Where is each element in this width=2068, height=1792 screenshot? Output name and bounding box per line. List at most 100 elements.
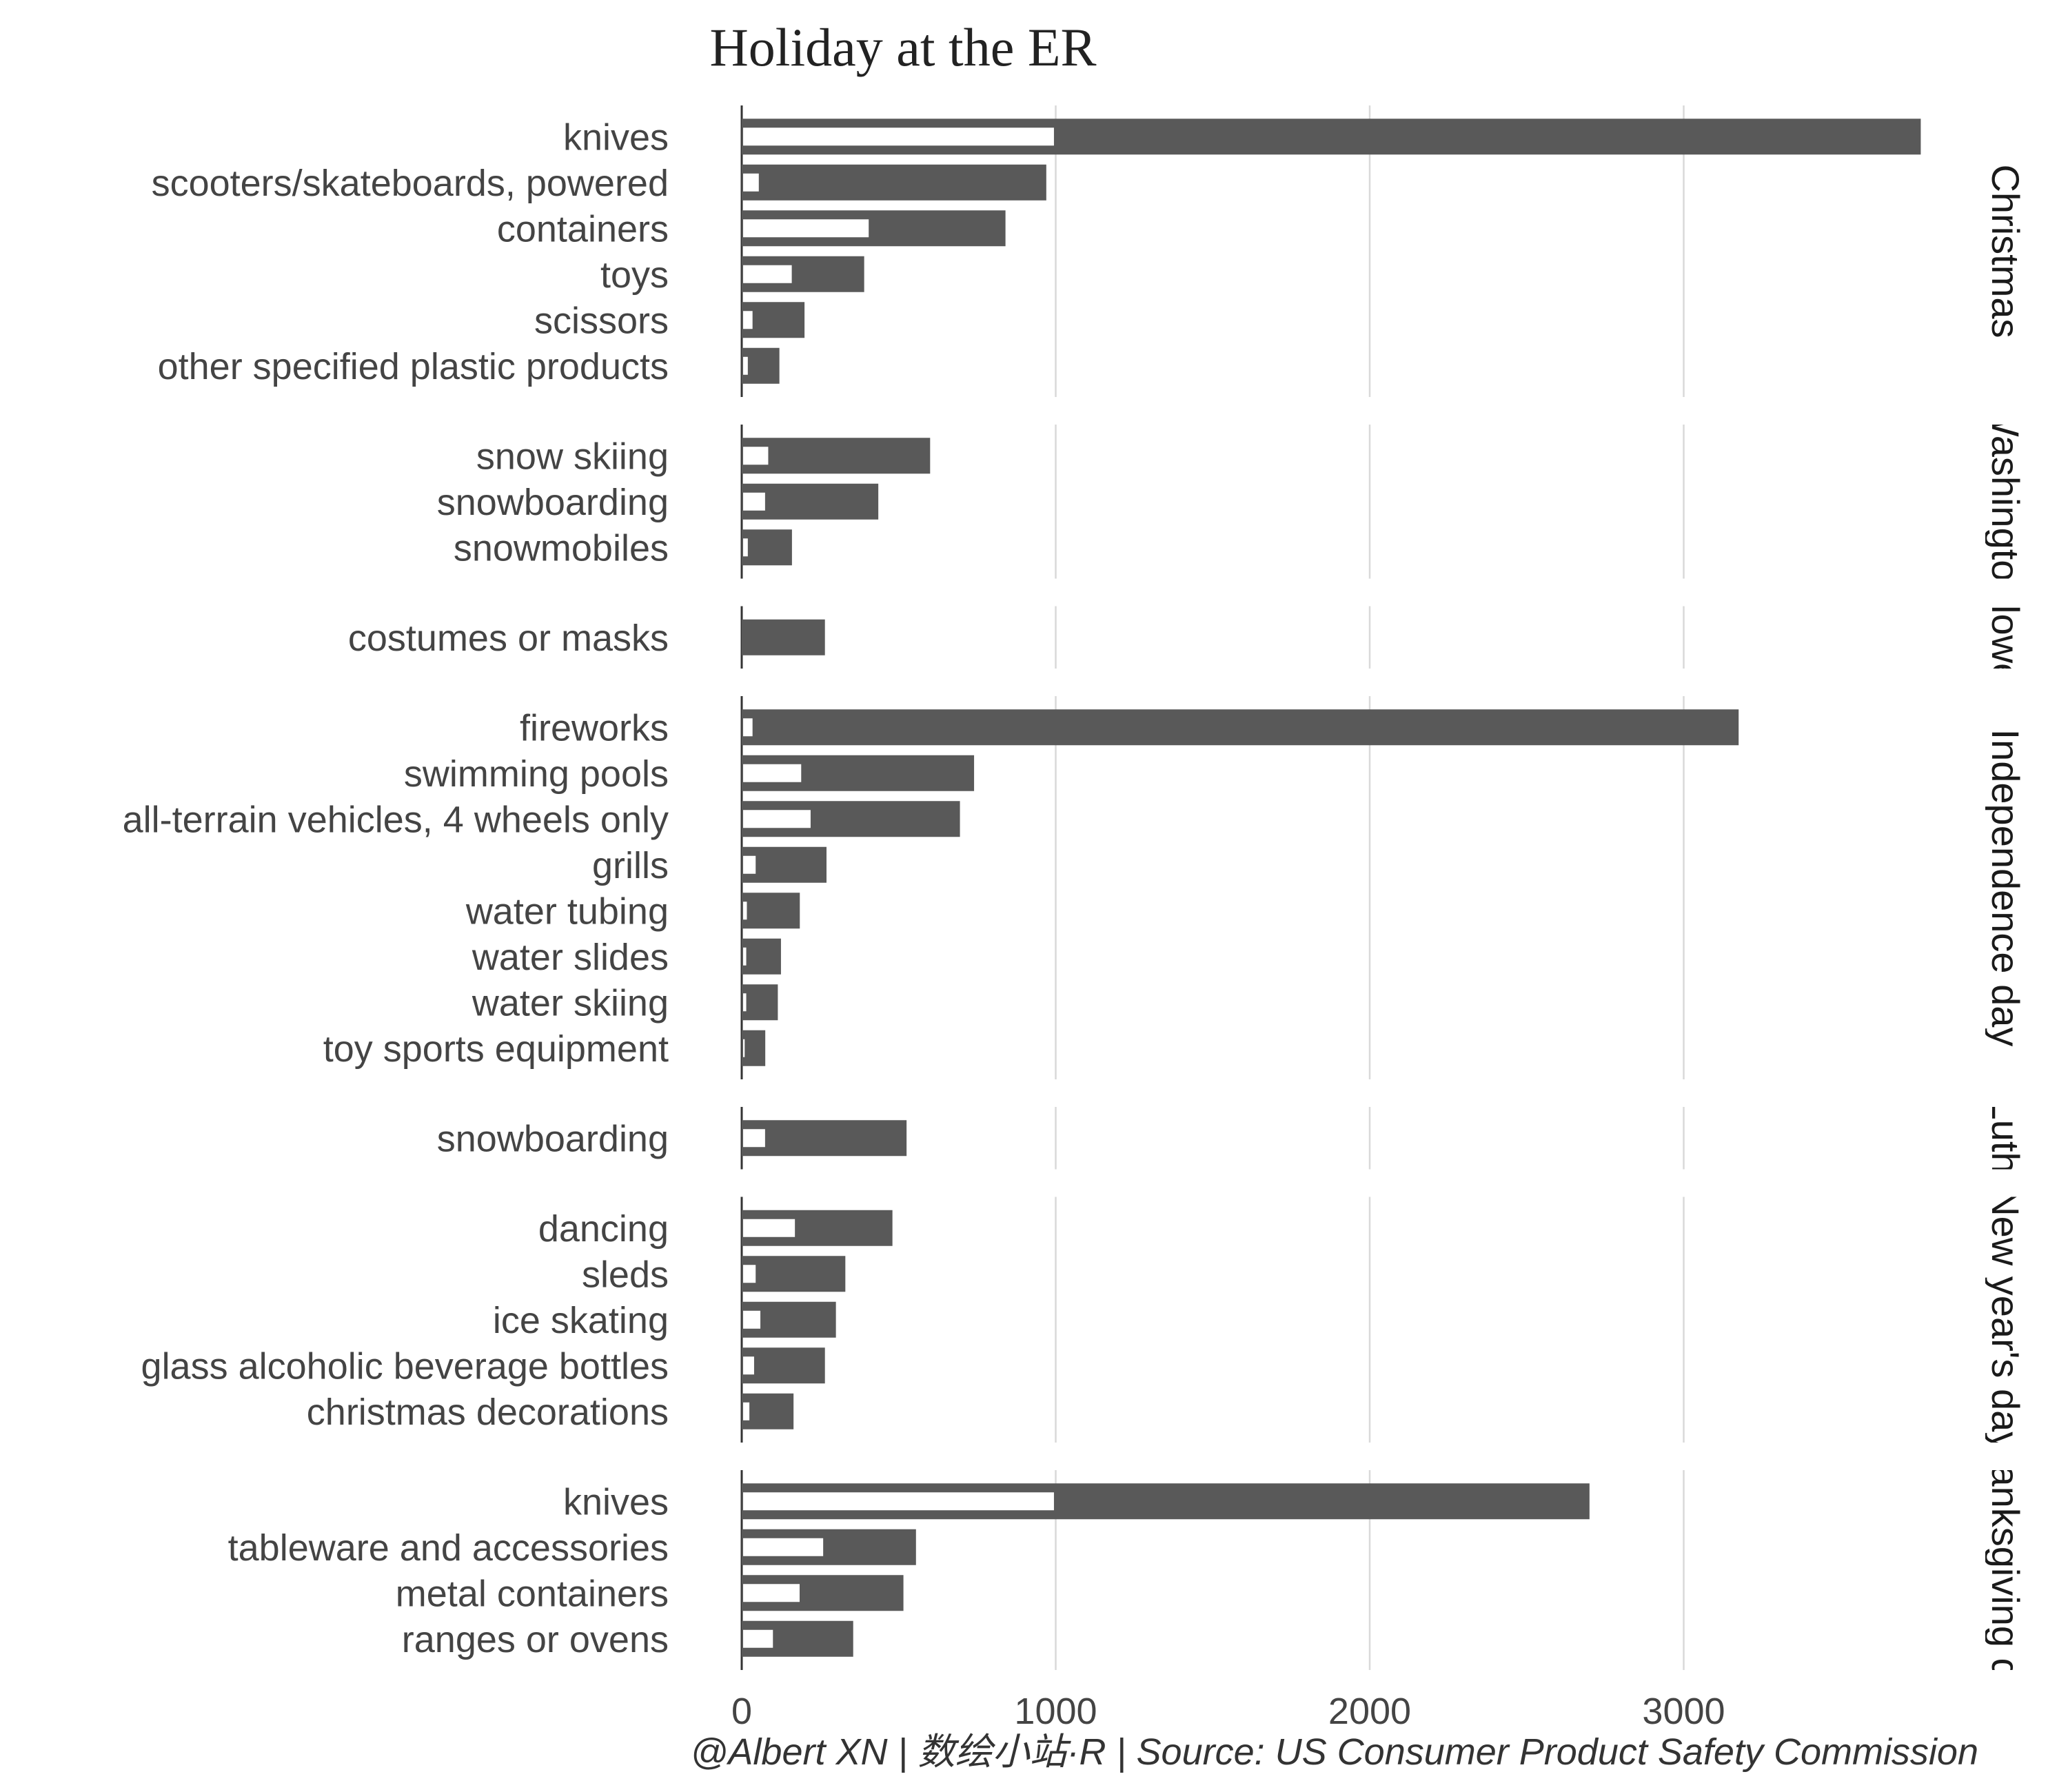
bar-inner: [743, 1265, 756, 1283]
bar-inner: [743, 764, 802, 782]
bar-inner: [743, 1402, 750, 1421]
category-label: swimming pools: [404, 753, 669, 795]
facet-strip: Halloween: [1984, 547, 2027, 728]
bar-inner: [743, 902, 747, 920]
bar-total: [742, 1347, 825, 1384]
category-label: ice skating: [493, 1300, 669, 1341]
x-tick-label: 1000: [1014, 1691, 1097, 1732]
facet-label: Martin Luther King: [1984, 980, 2027, 1296]
facet-label: Halloween: [1984, 547, 2027, 728]
facet-strip: Christmas: [1984, 164, 2027, 338]
bar-total: [742, 1256, 846, 1292]
bar-total: [742, 438, 931, 474]
category-label: costumes or masks: [348, 618, 669, 659]
category-label: christmas decorations: [307, 1392, 669, 1433]
x-tick-label: 2000: [1328, 1691, 1411, 1732]
category-label: water skiing: [472, 982, 669, 1024]
category-label: snowmobiles: [454, 527, 669, 569]
facet-label: Washington: [1984, 400, 2027, 603]
category-label: ranges or ovens: [402, 1619, 669, 1660]
bar-inner: [743, 538, 748, 557]
facet-panels: knives scooters/skateboards, poweredconta…: [123, 105, 2027, 1720]
bar-inner: [743, 128, 1054, 146]
category-label: snowboarding: [437, 1118, 669, 1159]
category-label: fireworks: [520, 707, 669, 749]
bar-inner: [743, 855, 756, 874]
facet-panel: snowboarding Martin Luther King: [437, 980, 2027, 1296]
category-label: snow skiing: [476, 436, 669, 477]
bar-inner: [743, 356, 748, 375]
chart-title: Holiday at the ER: [709, 17, 1096, 77]
category-label: all-terrain vehicles, 4 wheels only: [123, 799, 669, 840]
bar-inner: [743, 492, 765, 511]
bar-total: [742, 938, 781, 975]
facet-label: Thanksgiving day: [1984, 1420, 2027, 1720]
category-label: grills: [592, 845, 669, 886]
bar-inner: [743, 947, 747, 966]
facet-strip: Thanksgiving day: [1984, 1420, 2027, 1720]
category-label: sleds: [582, 1254, 669, 1295]
category-label: snowboarding: [437, 482, 669, 523]
bar-inner: [743, 447, 769, 465]
bar-inner: [743, 1129, 765, 1148]
facet-strip: Washington: [1984, 400, 2027, 603]
bar-inner: [743, 219, 869, 238]
bar-total: [742, 347, 780, 384]
facet-strip: Independence day: [1984, 729, 2027, 1047]
bar-total: [742, 709, 1739, 746]
facet-panel: knives scooters/skateboards, poweredconta…: [152, 105, 2027, 397]
chart-caption: @Albert XN | 数绘小站·R | Source: US Consume…: [691, 1731, 1978, 1773]
bar-total: [742, 529, 792, 566]
x-tick-label: 3000: [1642, 1691, 1725, 1732]
bar-inner: [743, 311, 753, 329]
category-label: metal containers: [396, 1573, 669, 1614]
facet-strip: Martin Luther King: [1984, 980, 2027, 1296]
category-label: knives: [563, 1481, 669, 1523]
category-label: water tubing: [465, 890, 669, 932]
x-axis: 0 1000 2000 3000: [731, 1691, 1725, 1732]
facet-label: New year's day: [1984, 1188, 2027, 1451]
bar-total: [742, 846, 827, 883]
category-label: toy sports equipment: [323, 1028, 669, 1070]
bar-inner: [743, 1492, 1054, 1511]
bar-inner: [743, 993, 747, 1012]
x-tick-label: 0: [731, 1691, 752, 1732]
facet-panel: costumes or masks Halloween: [348, 547, 2027, 728]
category-label: glass alcoholic beverage bottles: [141, 1345, 669, 1387]
category-label: scissors: [534, 300, 669, 341]
category-label: toys: [600, 254, 669, 296]
bar-total: [742, 1393, 794, 1429]
bar-inner: [743, 718, 753, 737]
bar-total: [742, 164, 1046, 201]
category-label: dancing: [538, 1208, 669, 1250]
bar-inner: [743, 1039, 745, 1057]
bar-inner: [743, 1584, 800, 1602]
bar-inner: [743, 1356, 754, 1375]
bar-inner: [743, 173, 759, 192]
bar-inner: [743, 810, 811, 828]
facet-label: Independence day: [1984, 729, 2027, 1047]
bar-inner: [743, 1629, 773, 1648]
bar-inner: [743, 1219, 795, 1237]
bar-total: [742, 893, 800, 929]
category-label: containers: [497, 208, 669, 250]
bar-inner: [743, 1538, 824, 1556]
category-label: tableware and accessories: [228, 1527, 669, 1569]
category-label: other specified plastic products: [158, 346, 669, 387]
category-label: knives: [563, 116, 669, 158]
category-label: scooters/skateboards, powered: [152, 163, 669, 204]
bar-inner: [743, 265, 792, 283]
facet-strip: New year's day: [1984, 1188, 2027, 1451]
bar-total: [742, 619, 825, 655]
bar-total: [742, 1030, 766, 1066]
category-label: water slides: [472, 937, 669, 978]
bar-total: [742, 1120, 907, 1157]
facet-label: Christmas: [1984, 164, 2027, 338]
bar-total: [742, 984, 778, 1021]
bar-inner: [743, 1310, 761, 1329]
